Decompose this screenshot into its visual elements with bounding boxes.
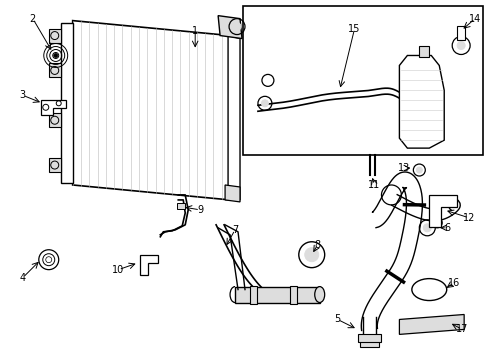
Polygon shape [73, 21, 230, 200]
Polygon shape [399, 55, 444, 148]
Text: 1: 1 [192, 26, 198, 36]
Text: 5: 5 [335, 314, 341, 324]
Text: 16: 16 [448, 278, 460, 288]
Circle shape [54, 54, 58, 58]
Text: 8: 8 [315, 240, 321, 250]
Text: 2: 2 [30, 14, 36, 24]
Bar [358, 334, 382, 342]
Text: 15: 15 [348, 24, 361, 33]
Polygon shape [218, 15, 242, 39]
Bar [177, 203, 185, 209]
Text: 4: 4 [20, 273, 26, 283]
Polygon shape [41, 100, 66, 115]
Text: 12: 12 [463, 213, 475, 223]
Polygon shape [49, 63, 61, 77]
Polygon shape [225, 185, 240, 202]
Polygon shape [399, 315, 464, 334]
Text: 11: 11 [368, 180, 381, 190]
Circle shape [416, 167, 422, 173]
Bar [360, 339, 379, 347]
Bar [243, 6, 483, 155]
Text: 6: 6 [444, 223, 450, 233]
Text: 9: 9 [197, 205, 203, 215]
Text: 13: 13 [398, 163, 411, 173]
Bar [250, 285, 257, 303]
Ellipse shape [315, 287, 325, 302]
Text: 3: 3 [20, 90, 26, 100]
Bar [235, 287, 319, 302]
Circle shape [423, 224, 431, 232]
Polygon shape [429, 195, 457, 227]
Circle shape [233, 23, 241, 31]
Polygon shape [61, 23, 73, 183]
Bar [290, 285, 297, 303]
Polygon shape [49, 113, 61, 127]
Polygon shape [228, 36, 240, 200]
Text: 17: 17 [456, 324, 468, 334]
Text: 14: 14 [469, 14, 481, 24]
Polygon shape [49, 28, 61, 42]
Circle shape [305, 248, 318, 262]
Ellipse shape [412, 279, 447, 301]
Text: 10: 10 [112, 265, 124, 275]
Text: 7: 7 [232, 225, 238, 235]
Circle shape [457, 41, 465, 50]
Bar [419, 45, 429, 58]
Polygon shape [141, 255, 158, 275]
Polygon shape [49, 158, 61, 172]
Bar [457, 26, 465, 40]
Circle shape [262, 100, 269, 107]
